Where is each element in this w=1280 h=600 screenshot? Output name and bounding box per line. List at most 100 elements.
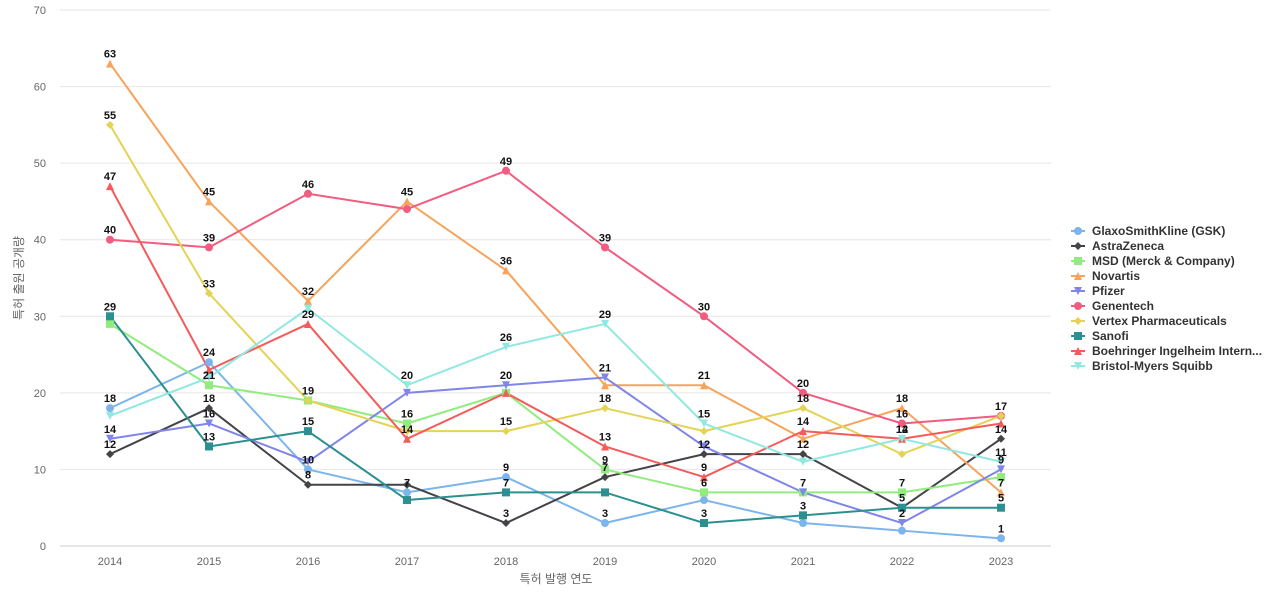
data-point[interactable] [502,519,510,528]
series-line[interactable] [109,169,1002,425]
data-point[interactable] [898,404,906,413]
data-point[interactable] [106,312,114,321]
series-line[interactable] [109,307,1002,463]
data-point[interactable] [205,442,213,451]
data-point[interactable] [700,442,708,451]
data-point[interactable] [997,503,1005,512]
data-point[interactable] [799,404,807,413]
data-point[interactable] [700,427,708,436]
data-point[interactable] [106,182,114,191]
data-point[interactable] [304,480,312,489]
data-point[interactable] [601,519,609,528]
data-point[interactable] [304,396,312,405]
legend-item[interactable]: Sanofi [1071,329,1129,343]
data-point[interactable] [997,465,1005,474]
series-line[interactable] [109,63,1002,494]
data-point[interactable] [700,496,708,505]
data-point[interactable] [205,365,213,374]
data-point[interactable] [205,381,213,390]
data-point[interactable] [601,373,609,382]
data-point[interactable] [502,488,510,497]
legend-item[interactable]: Genentech [1071,299,1154,313]
data-point[interactable] [601,243,609,252]
data-point[interactable] [799,457,807,466]
data-point[interactable] [106,235,114,244]
data-point[interactable] [700,488,708,497]
data-point[interactable] [700,419,708,428]
data-point[interactable] [898,503,906,512]
data-point[interactable] [502,266,510,275]
data-point[interactable] [601,473,609,482]
data-point[interactable] [799,388,807,397]
data-point[interactable] [106,411,114,420]
data-point[interactable] [700,381,708,390]
legend-item[interactable]: Boehringer Ingelheim Intern... [1071,344,1262,358]
legend-item[interactable]: Novartis [1071,269,1140,283]
data-point[interactable] [403,388,411,397]
data-point[interactable] [997,419,1005,428]
data-point[interactable] [700,473,708,482]
data-point[interactable] [601,319,609,328]
data-point[interactable] [304,465,312,474]
data-point[interactable] [799,450,807,459]
data-point[interactable] [601,442,609,451]
data-point[interactable] [106,404,114,413]
data-point[interactable] [403,427,411,436]
data-point[interactable] [997,473,1005,482]
data-point[interactable] [997,411,1005,420]
data-point[interactable] [799,519,807,528]
data-point[interactable] [502,388,510,397]
data-point[interactable] [106,120,114,129]
data-point[interactable] [403,205,411,214]
data-point[interactable] [997,534,1005,543]
data-point[interactable] [997,434,1005,443]
data-point[interactable] [403,496,411,505]
data-point[interactable] [898,450,906,459]
data-point[interactable] [304,319,312,328]
data-point[interactable] [205,243,213,252]
data-point[interactable] [403,197,411,206]
data-point[interactable] [700,450,708,459]
legend-item[interactable]: Pfizer [1071,284,1125,298]
data-point[interactable] [898,488,906,497]
data-point[interactable] [601,404,609,413]
legend-item[interactable]: GlaxoSmithKline (GSK) [1071,224,1225,238]
data-point[interactable] [601,381,609,390]
data-point[interactable] [799,511,807,520]
data-point[interactable] [106,59,114,68]
series-line[interactable] [109,376,1002,525]
data-point[interactable] [502,381,510,390]
data-point[interactable] [304,189,312,198]
data-point[interactable] [403,480,411,489]
series-line[interactable] [109,124,1002,456]
data-point[interactable] [898,519,906,528]
data-point[interactable] [106,450,114,459]
series-line[interactable] [109,185,1002,479]
series-line[interactable] [109,315,1001,525]
data-point[interactable] [601,488,609,497]
data-point[interactable] [304,296,312,305]
data-point[interactable] [205,358,213,367]
data-point[interactable] [997,488,1005,497]
series-line[interactable] [109,323,1002,494]
data-point[interactable] [799,434,807,443]
legend-item[interactable]: AstraZeneca [1071,239,1164,253]
data-point[interactable] [502,166,510,175]
data-point[interactable] [304,427,312,436]
series-line[interactable] [109,407,1002,525]
data-point[interactable] [898,419,906,428]
data-point[interactable] [700,519,708,528]
data-point[interactable] [502,342,510,351]
data-point[interactable] [997,457,1005,466]
data-point[interactable] [403,381,411,390]
data-point[interactable] [403,488,411,497]
data-point[interactable] [205,289,213,298]
data-point[interactable] [403,434,411,443]
data-point[interactable] [106,319,114,328]
data-point[interactable] [205,419,213,428]
data-point[interactable] [304,457,312,466]
data-point[interactable] [799,427,807,436]
data-point[interactable] [205,197,213,206]
legend-item[interactable]: Bristol-Myers Squibb [1071,359,1213,373]
data-point[interactable] [601,465,609,474]
